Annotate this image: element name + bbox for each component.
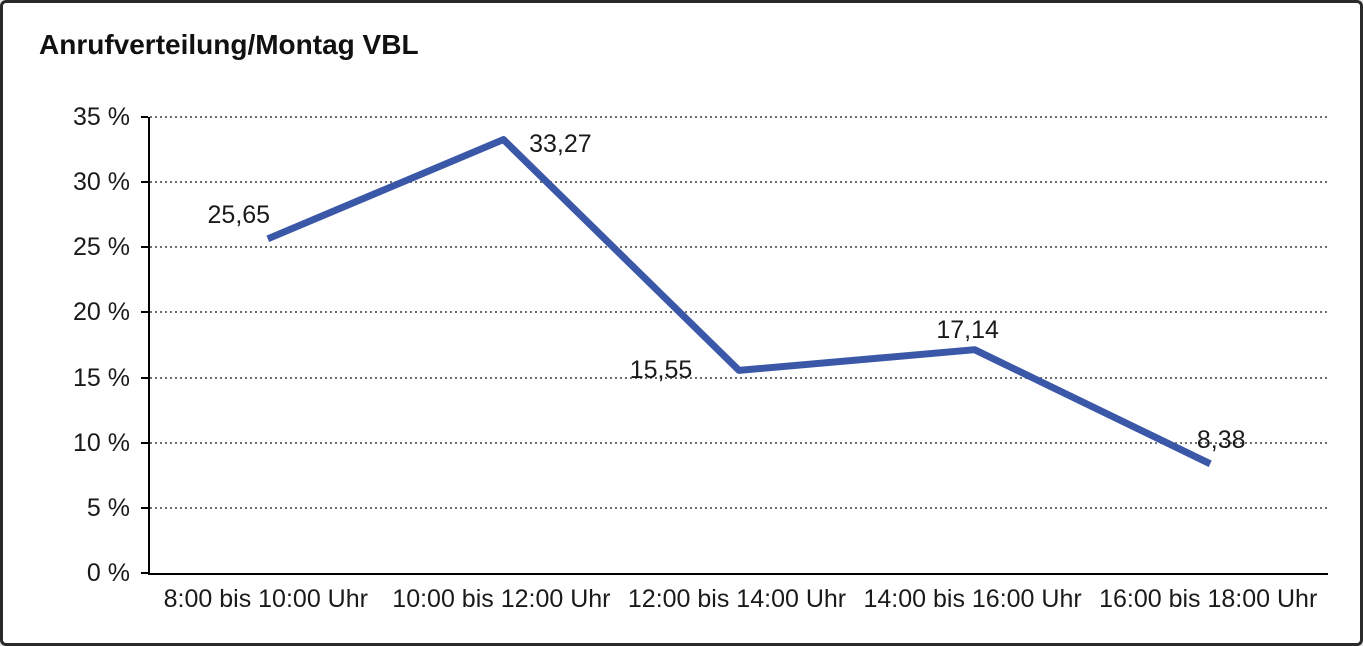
y-axis-label: 25 % xyxy=(73,233,130,262)
y-axis-tick xyxy=(141,116,148,118)
y-axis-tick xyxy=(141,311,148,314)
y-axis-label: 0 % xyxy=(86,559,130,587)
y-axis-label: 30 % xyxy=(73,168,130,197)
x-axis-label: 16:00 bis 18:00 Uhr xyxy=(1099,585,1318,613)
y-gridline xyxy=(150,116,1328,118)
x-axis-label: 8:00 bis 10:00 Uhr xyxy=(163,585,368,613)
data-point-label: 8,38 xyxy=(1196,425,1246,454)
y-gridline xyxy=(150,181,1328,184)
chart-title: Anrufverteilung/Montag VBL xyxy=(39,29,419,60)
y-axis-label: 20 % xyxy=(73,298,130,327)
y-axis-tick xyxy=(141,376,148,379)
x-axis-label: 14:00 bis 16:00 Uhr xyxy=(863,585,1082,613)
y-gridline xyxy=(150,441,1328,444)
data-point-label: 33,27 xyxy=(529,129,592,158)
y-axis-tick xyxy=(141,441,148,444)
y-axis-tick xyxy=(141,181,148,184)
series-line xyxy=(266,136,1212,467)
y-axis-label: 10 % xyxy=(73,428,130,457)
data-point-label: 15,55 xyxy=(629,356,693,385)
y-axis-tick xyxy=(141,506,148,509)
y-gridline xyxy=(150,376,1328,379)
y-axis-label: 35 % xyxy=(73,103,130,131)
y-axis-label: 15 % xyxy=(73,363,130,392)
x-axis-label: 10:00 bis 12:00 Uhr xyxy=(392,585,611,613)
y-gridline xyxy=(150,506,1328,509)
y-gridline xyxy=(150,311,1328,314)
plot-area xyxy=(141,116,1328,575)
y-gridline xyxy=(150,246,1328,249)
y-axis-tick xyxy=(141,246,148,249)
data-line-layer xyxy=(266,136,1212,467)
x-axis-label: 12:00 bis 14:00 Uhr xyxy=(627,585,847,613)
y-axis-label: 5 % xyxy=(86,493,130,522)
data-point-label: 25,65 xyxy=(207,200,271,229)
data-point-label: 17,14 xyxy=(936,315,999,344)
y-axis-tick xyxy=(141,572,148,574)
